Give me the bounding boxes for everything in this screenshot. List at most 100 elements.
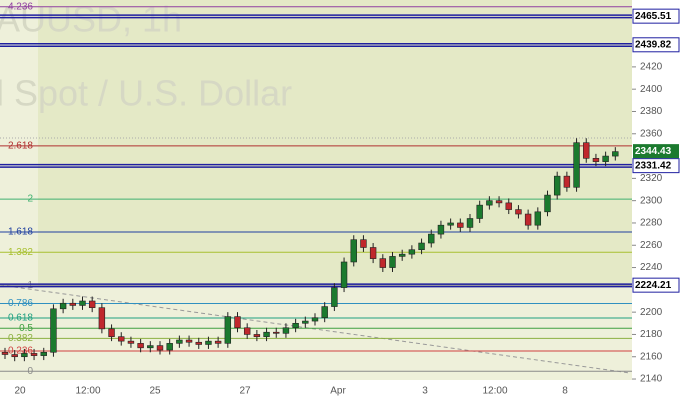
y-tick-label: 2400 [640,84,663,95]
level-label: 2439.82 [635,39,672,50]
candle-body [369,247,377,259]
y-tick-label: 2360 [640,128,663,139]
candle-body [476,204,483,219]
level-label: 2224.21 [635,280,672,291]
candle-body [524,213,532,226]
x-tick-label: Apr [330,386,346,397]
y-tick-label: 2260 [640,240,663,251]
fib-label: 1.382 [8,247,33,258]
fib-zone [38,0,632,287]
y-tick-label: 2380 [640,106,663,117]
y-tick-label: 2140 [640,374,663,385]
last-price-label: 2344.43 [635,146,672,157]
level-tag [632,8,680,24]
candle-body [282,327,290,334]
x-tick-label: 8 [562,386,568,397]
candle-body [553,175,561,196]
candle-body [205,340,212,345]
candle-body [108,328,115,337]
candle-body [408,249,416,255]
candle-body [1,351,9,355]
trend-line [0,284,631,374]
candle-body [234,316,241,329]
fib-label: 2.618 [8,141,33,152]
candle-body [486,200,493,206]
candle-body [379,258,387,268]
candle-body [398,253,406,257]
candle-body [340,261,348,288]
candle-body [166,343,173,351]
candle-body [69,302,77,306]
y-tick-label: 2240 [640,262,663,273]
candle-body [156,345,164,351]
candle-body [273,331,280,334]
x-tick-label: 20 [14,386,26,397]
candle-body [98,307,106,330]
y-tick-label: 2280 [640,218,663,229]
y-tick-label: 2180 [640,329,663,340]
candle-body [505,202,512,210]
y-tick-label: 2200 [640,307,663,318]
candle-body [321,306,328,319]
candle-body [21,353,28,358]
time-axis [0,380,632,402]
level-label: 2465.51 [635,11,672,22]
candle-body [263,331,270,337]
candle-body [495,200,503,204]
level-label: 2331.42 [635,160,672,171]
x-tick-label: 12:00 [482,386,507,397]
candle-body [602,155,609,162]
fib-label: 0.786 [8,298,33,309]
candle-body [592,158,600,162]
candle-body [147,345,154,349]
level-tag [632,277,680,293]
candle-body [176,339,183,344]
watermark: l Spot / U.S. Dollar [0,73,292,114]
candle-body [563,175,571,188]
candle-body [214,340,222,344]
candle-body [544,194,551,213]
candle-body [534,211,542,226]
fib-label: 0.382 [8,333,33,344]
level-tag [632,37,680,53]
candle-body [302,320,309,324]
candle-body [350,239,357,263]
candle-body [118,336,125,342]
candle-body [224,316,232,344]
candle-body [59,302,67,310]
fib-label: 1 [27,280,33,291]
candle-body [40,351,47,356]
candle-body [583,142,590,159]
candle-body [292,322,299,329]
candle-body [428,233,435,244]
x-tick-label: 27 [239,386,251,397]
candle-body [466,218,474,228]
candle-body [515,209,522,215]
candle-body [331,287,338,307]
candle-body [50,308,57,353]
price-axis [632,0,680,402]
candle-body [612,151,619,157]
candle-body [573,142,580,188]
level-tag [632,158,680,174]
fib-label: 0.618 [8,313,33,324]
candle-body [389,256,396,268]
x-tick-label: 25 [149,386,161,397]
last-price-tag [633,144,679,159]
fib-label: 2 [27,194,33,205]
candle-body [30,353,38,356]
candle-body [243,327,251,335]
candle-body [195,341,202,345]
candle-body [137,343,144,349]
candle-body [253,334,261,337]
candle-body [437,224,445,235]
fib-label: 0.5 [19,323,33,334]
y-tick-label: 2160 [640,351,663,362]
fib-label: 0.236 [8,346,33,357]
fib-label: 0 [27,366,33,377]
candle-body [88,300,96,308]
candle-body [457,222,464,228]
candle-body [360,239,367,248]
